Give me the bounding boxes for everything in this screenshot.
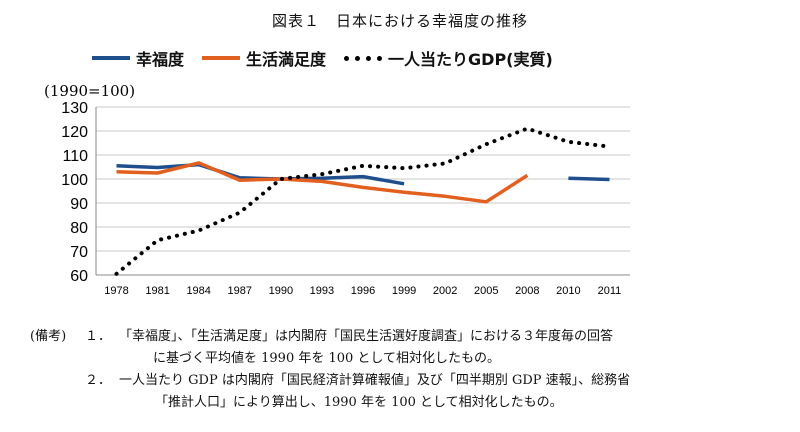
x-tick-label-1996: 1996 [351, 285, 375, 297]
legend-swatch-gdp [344, 55, 383, 61]
y-tick-label-70: 70 [70, 244, 88, 261]
legend-item-life-satisfaction: 生活満足度 [202, 46, 326, 70]
legend-item-happiness: 幸福度 [92, 46, 184, 70]
x-tick-label-1981: 1981 [145, 285, 169, 297]
x-tick-label-1987: 1987 [228, 285, 252, 297]
legend-label-gdp: 一人当たりGDP(実質) [388, 50, 553, 69]
legend-label-happiness: 幸福度 [136, 50, 185, 69]
note-2-line-2: 「推計人口」により算出し、1990 年を 100 として相対化したもの。 [155, 395, 563, 410]
x-tick-label-1978: 1978 [104, 285, 128, 297]
note-1-line-1: 「幸福度」、「生活満足度」は内閣府「国民生活選好度調査」における３年度毎の回答 [119, 329, 614, 344]
note-2-number: ２． [85, 373, 112, 388]
legend-swatch-happiness [92, 56, 130, 60]
x-tick-label-1993: 1993 [310, 285, 334, 297]
notes-head: (備考) [30, 329, 67, 344]
y-tick-label-130: 130 [61, 100, 88, 117]
y-unit-label: (1990=100) [44, 82, 135, 100]
line-chart: (1990=100) 60 70 80 90 100 110 120 130 1978 1981 19… [44, 82, 630, 297]
notes-section: (備考) １． 「幸福度」、「生活満足度」は内閣府「国民生活選好度調査」における… [30, 326, 790, 414]
y-tick-label-80: 80 [70, 220, 88, 237]
y-tick-label-100: 100 [61, 172, 88, 189]
x-tick-label-2002: 2002 [433, 285, 457, 297]
legend-swatch-life-satisfaction [202, 56, 241, 60]
legend-label-life-satisfaction: 生活満足度 [246, 50, 327, 69]
x-tick-label-2005: 2005 [474, 285, 498, 297]
legend-item-gdp: 一人当たりGDP(実質) [344, 46, 553, 70]
chart-legend: 幸福度 生活満足度 一人当たりGDP(実質) [92, 46, 571, 70]
x-tick-label-2011: 2011 [598, 285, 622, 297]
y-tick-label-110: 110 [62, 148, 88, 165]
x-tick-label-1999: 1999 [392, 285, 416, 297]
note-1-line-2: に基づく平均値を 1990 年を 100 として相対化したもの。 [153, 351, 501, 366]
note-1-number: １． [85, 329, 112, 344]
series-line-2-segment-0 [114, 126, 612, 276]
series-line-0-segment-1 [568, 176, 610, 182]
x-tick-label-1990: 1990 [269, 285, 293, 297]
y-tick-label-60: 60 [70, 268, 88, 285]
x-tick-label-2010: 2010 [556, 285, 580, 297]
y-tick-label-120: 120 [61, 124, 88, 141]
x-tick-label-2008: 2008 [515, 285, 539, 297]
series-line-1-segment-0 [116, 161, 529, 204]
note-2-line-1: 一人当たり GDP は内閣府「国民経済計算確報値」及び「四半期別 GDP 速報」… [119, 373, 631, 388]
x-tick-label-1984: 1984 [186, 285, 210, 297]
chart-title: 図表１ 日本における幸福度の推移 [271, 12, 528, 30]
y-tick-label-90: 90 [70, 196, 88, 213]
